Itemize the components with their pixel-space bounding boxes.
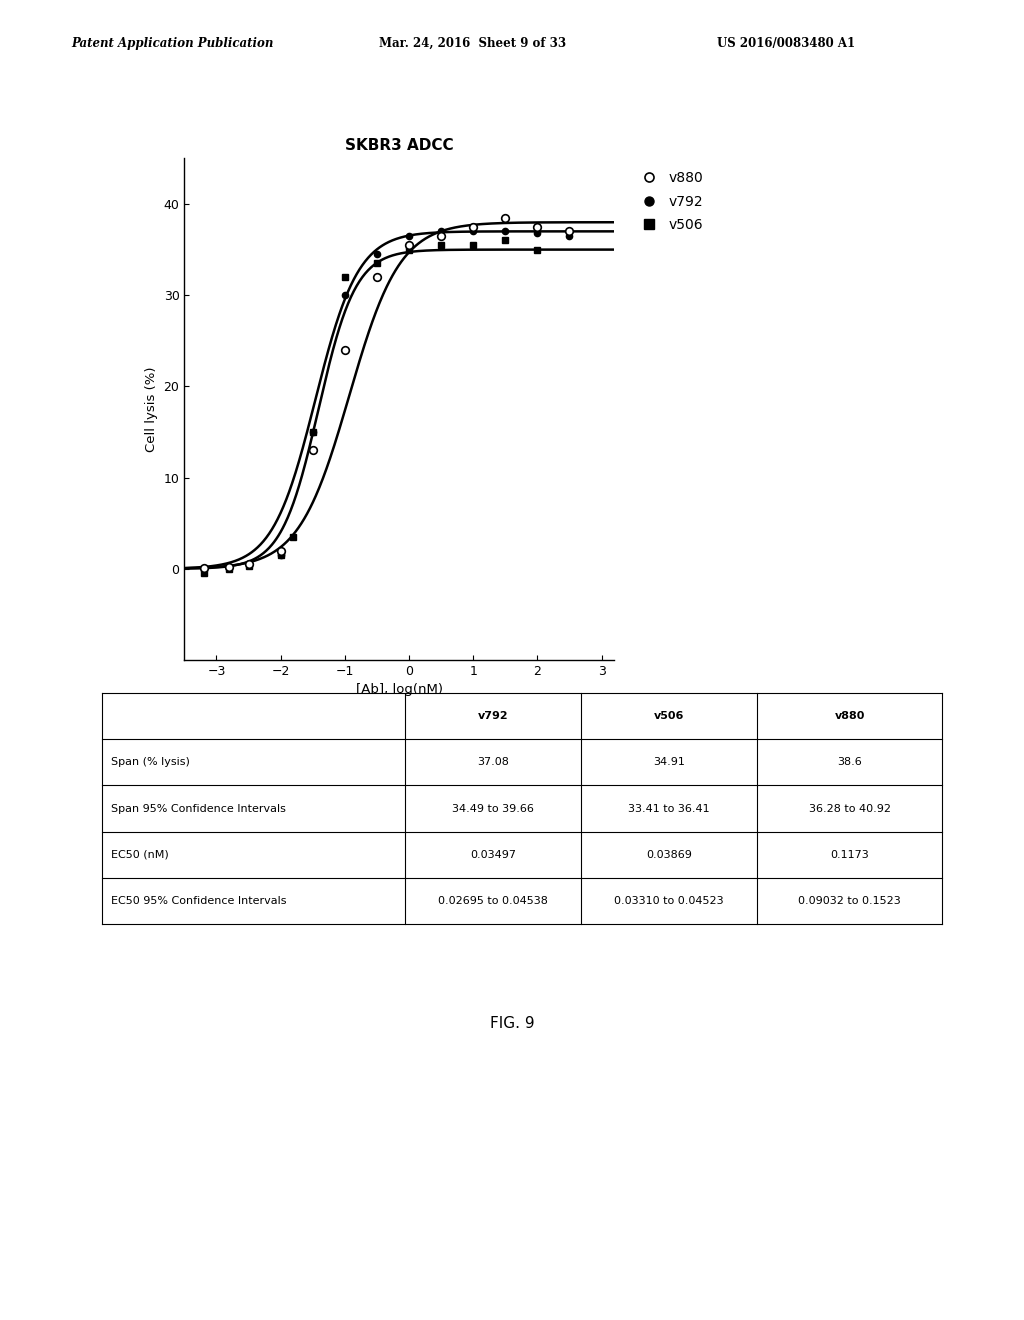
Text: v506: v506 — [654, 711, 684, 721]
Text: Patent Application Publication: Patent Application Publication — [72, 37, 274, 50]
Text: 38.6: 38.6 — [838, 758, 862, 767]
Legend: v880, v792, v506: v880, v792, v506 — [630, 165, 710, 238]
Text: FIG. 9: FIG. 9 — [489, 1015, 535, 1031]
Text: 34.91: 34.91 — [653, 758, 685, 767]
Text: 0.03310 to 0.04523: 0.03310 to 0.04523 — [614, 896, 724, 906]
Text: 0.1173: 0.1173 — [830, 850, 869, 859]
Text: 0.09032 to 0.1523: 0.09032 to 0.1523 — [799, 896, 901, 906]
Text: Span 95% Confidence Intervals: Span 95% Confidence Intervals — [111, 804, 286, 813]
Text: 37.08: 37.08 — [477, 758, 509, 767]
Text: 0.03869: 0.03869 — [646, 850, 692, 859]
Text: 36.28 to 40.92: 36.28 to 40.92 — [809, 804, 891, 813]
Y-axis label: Cell lysis (%): Cell lysis (%) — [145, 367, 158, 451]
X-axis label: [Ab], log(nM): [Ab], log(nM) — [356, 684, 442, 697]
Text: EC50 95% Confidence Intervals: EC50 95% Confidence Intervals — [111, 896, 286, 906]
Text: 0.03497: 0.03497 — [470, 850, 516, 859]
Text: 33.41 to 36.41: 33.41 to 36.41 — [629, 804, 710, 813]
Text: Mar. 24, 2016  Sheet 9 of 33: Mar. 24, 2016 Sheet 9 of 33 — [379, 37, 566, 50]
Title: SKBR3 ADCC: SKBR3 ADCC — [345, 139, 454, 153]
Text: US 2016/0083480 A1: US 2016/0083480 A1 — [717, 37, 855, 50]
Text: v880: v880 — [835, 711, 865, 721]
Text: 0.02695 to 0.04538: 0.02695 to 0.04538 — [438, 896, 548, 906]
Text: Span (% lysis): Span (% lysis) — [111, 758, 189, 767]
Text: 34.49 to 39.66: 34.49 to 39.66 — [452, 804, 534, 813]
Text: v792: v792 — [477, 711, 508, 721]
Text: EC50 (nM): EC50 (nM) — [111, 850, 168, 859]
